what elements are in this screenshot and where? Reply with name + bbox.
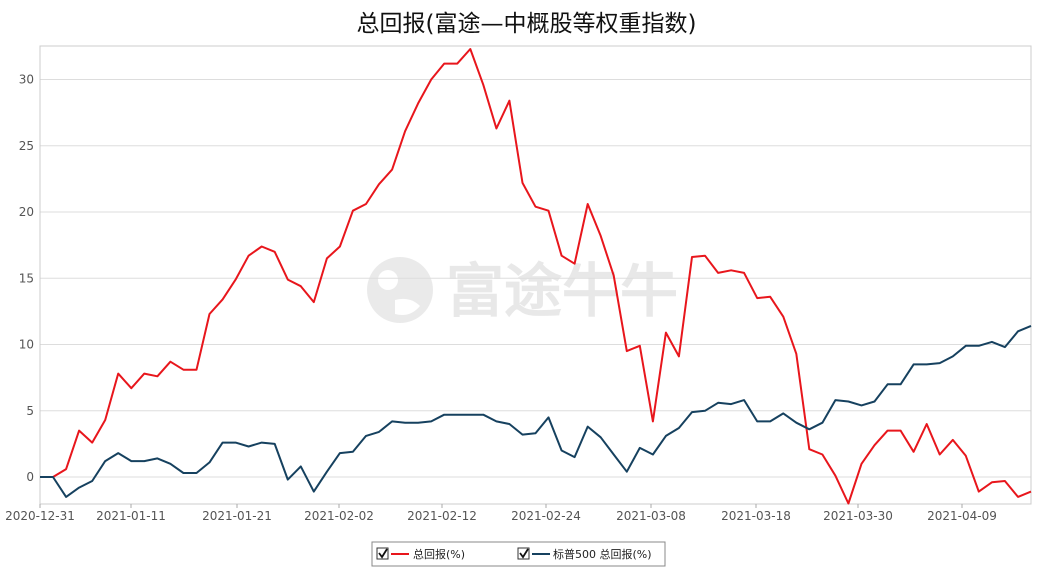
series-line-sp500-total-return [40,324,1032,498]
y-tick-label: 0 [26,470,34,484]
legend-checkbox[interactable] [517,547,530,560]
legend-item-total-return[interactable]: 总回报(%) [376,547,465,561]
legend-item-sp500-total-return[interactable]: 标普500 总回报(%) [517,547,652,561]
x-tick-label: 2021-02-12 [407,509,477,523]
grid-layer [40,79,1031,478]
futu-logo-icon [367,257,433,323]
y-tick-label: 5 [26,404,34,418]
x-tick-label: 2021-03-18 [721,509,791,523]
y-tick-label: 10 [19,338,34,352]
y-axis: 0 5 10 15 20 25 30 [19,73,34,485]
y-tick-label: 30 [19,73,34,87]
y-tick-label: 15 [19,271,34,285]
x-tick-label: 2021-02-02 [304,509,374,523]
x-axis: 2020-12-31 2021-01-11 2021-01-21 2021-02-02… [5,504,997,523]
checkmark-icon [519,548,529,559]
x-tick-label: 2021-02-24 [511,509,581,523]
series-layer [40,48,1032,505]
x-tick-label: 2021-04-09 [927,509,997,523]
plot-area-border [39,45,1032,505]
legend-label: 总回报(%) [413,547,465,561]
x-tick-label: 2020-12-31 [5,509,75,523]
x-tick-label: 2021-01-21 [202,509,272,523]
series-line-total-return [40,48,1032,505]
plot-frame [39,45,1032,505]
y-tick-label: 20 [19,205,34,219]
checkmark-icon [378,548,388,559]
legend-checkbox[interactable] [376,547,389,560]
legend-label: 标普500 总回报(%) [553,547,652,561]
legend: 总回报(%) 标普500 总回报(%) [371,541,666,567]
y-tick-label: 25 [19,139,34,153]
x-tick-label: 2021-03-30 [823,509,893,523]
chart-title: 总回报(富途—中概股等权重指数) [356,11,697,37]
x-tick-label: 2021-01-11 [96,509,166,523]
watermark-text: 富途牛牛 [446,257,678,325]
watermark: 富途牛牛 [367,257,678,325]
x-tick-label: 2021-03-08 [616,509,686,523]
